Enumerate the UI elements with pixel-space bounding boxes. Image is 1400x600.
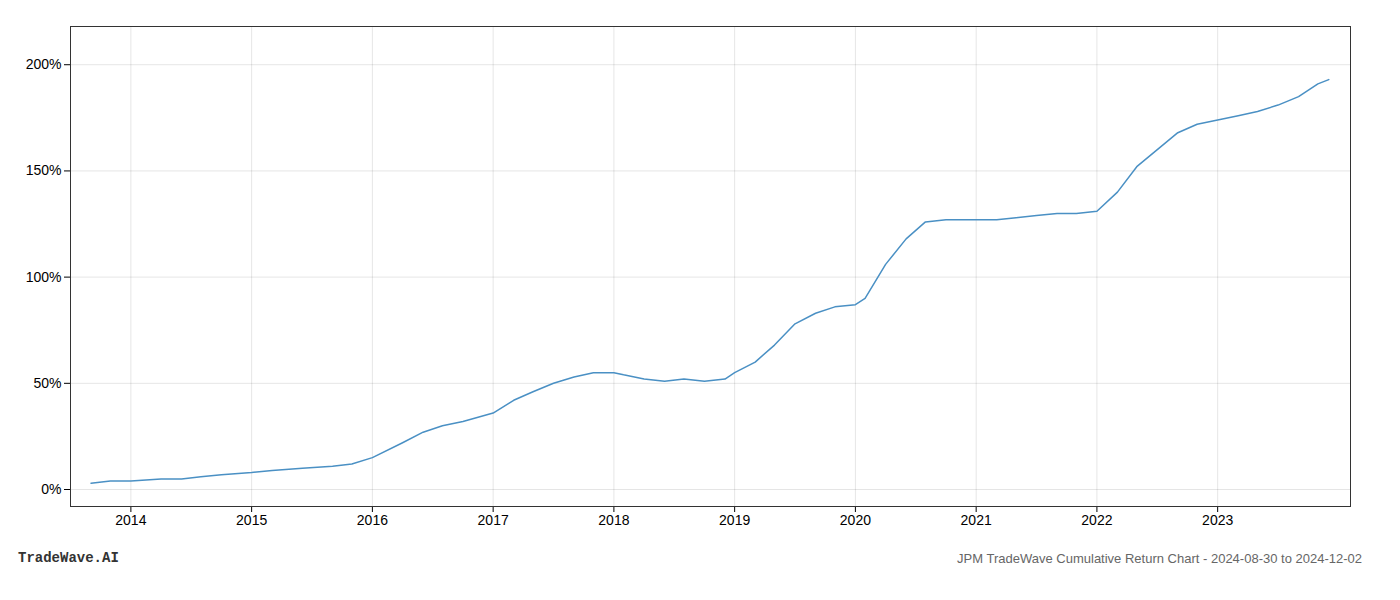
svg-text:2020: 2020 bbox=[840, 512, 871, 528]
svg-text:150%: 150% bbox=[26, 162, 62, 178]
svg-text:2017: 2017 bbox=[478, 512, 509, 528]
svg-text:0%: 0% bbox=[41, 481, 61, 497]
svg-text:2015: 2015 bbox=[236, 512, 267, 528]
svg-text:2018: 2018 bbox=[598, 512, 629, 528]
svg-text:2016: 2016 bbox=[357, 512, 388, 528]
html-text:JPM TradeWave Cumulative Retur: JPM TradeWave Cumulative Return Chart - … bbox=[957, 551, 1362, 566]
svg-text:2014: 2014 bbox=[115, 512, 146, 528]
svg-text:2022: 2022 bbox=[1081, 512, 1112, 528]
svg-text:200%: 200% bbox=[26, 56, 62, 72]
svg-text:2023: 2023 bbox=[1202, 512, 1233, 528]
svg-text:2019: 2019 bbox=[719, 512, 750, 528]
svg-text:50%: 50% bbox=[33, 375, 61, 391]
svg-text:100%: 100% bbox=[26, 269, 62, 285]
svg-text:2021: 2021 bbox=[961, 512, 992, 528]
html-text:TradeWave.AI: TradeWave.AI bbox=[18, 550, 119, 566]
